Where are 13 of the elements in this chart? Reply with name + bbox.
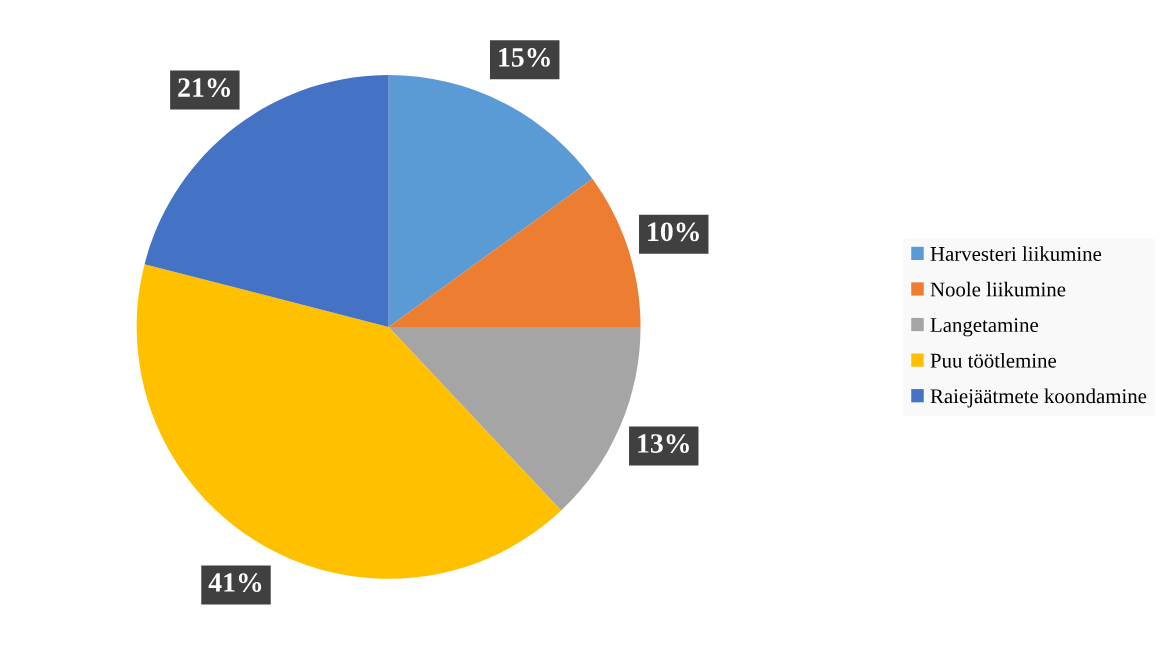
legend-label: Puu töötlemine: [930, 353, 1056, 368]
data-label: 15%: [499, 47, 550, 67]
legend-label: Raiejäätmete koondamine: [930, 388, 1147, 408]
data-label: 21%: [178, 78, 231, 98]
pie-slice: [144, 74, 389, 327]
data-label: 41%: [208, 573, 262, 592]
legend-label: Harvesteri liikumine: [930, 246, 1102, 261]
pie-slice: [388, 178, 641, 327]
pie-slice: [388, 74, 593, 327]
data-label: 13%: [638, 434, 689, 453]
legend-label: Langetamine: [930, 318, 1039, 337]
legend-label: Noole liikumine: [930, 281, 1066, 297]
data-label: 10%: [648, 222, 699, 242]
